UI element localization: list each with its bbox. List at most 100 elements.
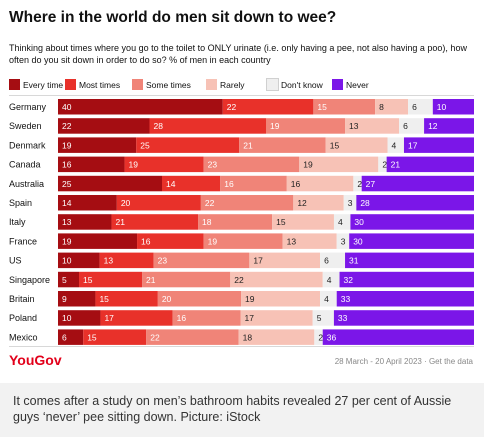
data-label: 23 (208, 160, 218, 170)
data-label: 15 (99, 294, 109, 304)
bar-segment (203, 156, 300, 173)
category-label: Mexico (9, 332, 38, 342)
data-label: 2 (382, 160, 387, 170)
chart-subtitle: Thinking about times where you go to the… (9, 43, 467, 65)
data-label: 5 (317, 313, 322, 323)
bar-segment (58, 291, 96, 307)
bar-segment (387, 137, 404, 153)
data-label: 28 (360, 198, 370, 208)
bar-segment (432, 99, 474, 115)
data-label: 5 (62, 275, 67, 285)
legend-label: Rarely (220, 79, 245, 90)
bar-segment (58, 156, 125, 173)
top-divider (9, 95, 474, 96)
data-label: 2 (357, 179, 362, 189)
category-label: Britain (9, 294, 35, 304)
bar-segment (333, 310, 474, 326)
bar-segment (238, 329, 315, 345)
bar-segment (336, 233, 350, 249)
category-label: Germany (9, 102, 47, 112)
legend-swatch (65, 79, 76, 90)
bar-segment (322, 271, 340, 288)
bar-segment (272, 214, 334, 230)
data-label: 10 (437, 102, 447, 112)
bar-segment (58, 252, 100, 269)
data-label: 22 (150, 332, 160, 342)
data-label: 22 (227, 102, 237, 112)
data-label: 30 (354, 217, 364, 227)
data-label: 13 (62, 217, 72, 227)
data-label: 15 (87, 332, 97, 342)
bar-segment (320, 252, 346, 269)
bar-segment (345, 252, 474, 269)
data-label: 10 (62, 256, 72, 266)
data-label: 4 (324, 294, 329, 304)
bar-segment (314, 329, 323, 345)
data-label: 18 (202, 217, 212, 227)
bar-segment (58, 118, 150, 134)
bar-segment (137, 233, 204, 249)
data-label: 6 (324, 256, 329, 266)
data-label: 4 (392, 140, 397, 150)
bar-segment (403, 137, 474, 153)
data-label: 25 (62, 179, 72, 189)
data-label: 23 (158, 256, 168, 266)
data-label: 36 (327, 332, 337, 342)
bar-segment (58, 195, 117, 211)
data-label: 6 (403, 121, 408, 131)
yougov-logo: YouGov (9, 352, 62, 368)
data-label: 15 (83, 275, 93, 285)
bar-segment (345, 118, 400, 134)
legend-label: Never (346, 79, 369, 90)
data-label: 4 (327, 275, 332, 285)
caption-text: It comes after a study on men’s bathroom… (13, 394, 452, 424)
data-label: 17 (408, 140, 418, 150)
data-label: 21 (116, 217, 126, 227)
bar-segment (322, 329, 474, 345)
data-label: 12 (297, 198, 307, 208)
category-label: Spain (9, 198, 32, 208)
bar-segment (286, 175, 354, 192)
legend-item: Every time (9, 79, 63, 90)
image-caption: It comes after a study on men’s bathroom… (0, 383, 484, 437)
data-label: 3 (348, 198, 353, 208)
bar-segment (240, 310, 313, 326)
data-label: 10 (62, 313, 72, 323)
bar-segment (220, 175, 287, 192)
data-label: 20 (121, 198, 131, 208)
legend-item: Don't know (266, 78, 323, 91)
bar-segment (79, 271, 143, 288)
legend-swatch (9, 79, 20, 90)
category-label: Canada (9, 160, 41, 170)
bar-segment (58, 175, 162, 192)
bar-segment (282, 233, 337, 249)
data-label: 3 (341, 236, 346, 246)
data-label: 19 (62, 140, 72, 150)
data-label: 25 (140, 140, 150, 150)
bar-segment (378, 156, 387, 173)
bar-segment (136, 137, 240, 153)
bar-segment (313, 99, 376, 115)
bar-segment (198, 214, 273, 230)
legend-swatch (332, 79, 343, 90)
bar-segment (424, 118, 474, 134)
data-label: 14 (166, 179, 176, 189)
data-label: 19 (62, 236, 72, 246)
bar-segment (58, 214, 112, 230)
data-label: 4 (338, 217, 343, 227)
fieldwork-date-link[interactable]: 28 March - 20 April 2023 · Get the data (334, 357, 473, 366)
data-label: 19 (208, 236, 218, 246)
bar-segment (153, 252, 250, 269)
bar-segment (343, 195, 357, 211)
bar-segment (58, 310, 101, 326)
bar-segment (241, 291, 321, 307)
bar-segment (203, 233, 283, 249)
category-label: Poland (9, 313, 37, 323)
category-label: Denmark (9, 140, 46, 150)
data-label: 33 (341, 294, 351, 304)
data-label: 15 (276, 217, 286, 227)
bar-segment (58, 233, 138, 249)
data-label: 22 (205, 198, 215, 208)
bar-segment (312, 310, 334, 326)
bar-segment (320, 291, 337, 307)
